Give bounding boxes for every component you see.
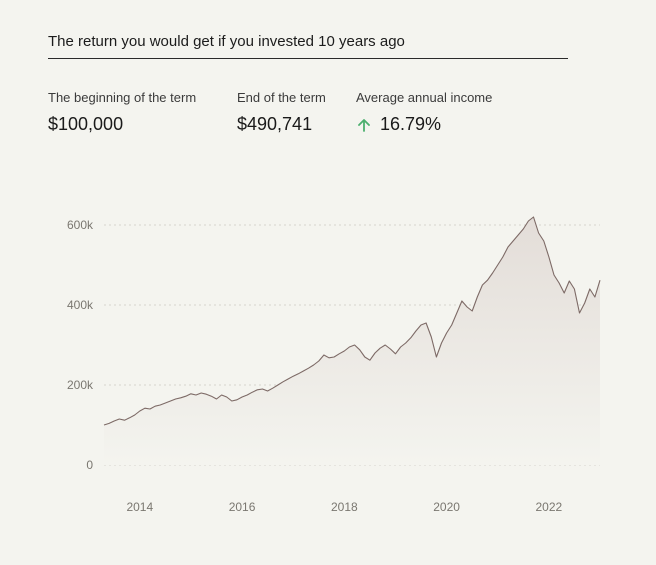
arrow-up-icon <box>358 118 370 132</box>
stat-end-amount: $490,741 <box>237 114 313 134</box>
x-tick-label: 2014 <box>126 500 153 514</box>
x-tick-label: 2022 <box>536 500 563 514</box>
stat-average-income: Average annual income 16.79% <box>356 90 492 135</box>
y-tick-label: 0 <box>86 458 93 472</box>
y-tick-label: 600k <box>67 218 94 232</box>
stat-average-income-label: Average annual income <box>356 90 493 105</box>
stat-end: End of the term $490,741 <box>237 90 326 135</box>
x-tick-label: 2018 <box>331 500 358 514</box>
y-tick-label: 200k <box>67 378 94 392</box>
series-line <box>103 216 601 426</box>
stat-beginning-value: $100,000 <box>48 114 196 135</box>
stat-beginning-label: The beginning of the term <box>48 90 197 105</box>
stat-end-value: $490,741 <box>237 114 326 135</box>
stat-average-income-amount: 16.79% <box>380 114 442 134</box>
series-area <box>104 217 600 465</box>
stat-beginning: The beginning of the term $100,000 <box>48 90 196 135</box>
x-tick-label: 2016 <box>229 500 256 514</box>
stat-average-income-value: 16.79% <box>356 114 492 135</box>
y-tick-label: 400k <box>67 298 94 312</box>
stat-end-label: End of the term <box>237 90 326 105</box>
chart-title: The return you would get if you invested… <box>48 33 405 50</box>
stat-beginning-amount: $100,000 <box>48 114 124 134</box>
x-tick-label: 2020 <box>433 500 460 514</box>
title-divider <box>48 58 568 59</box>
return-chart: 600k 400k 200k 0 2014 2016 2018 2020 2022 <box>67 216 601 514</box>
